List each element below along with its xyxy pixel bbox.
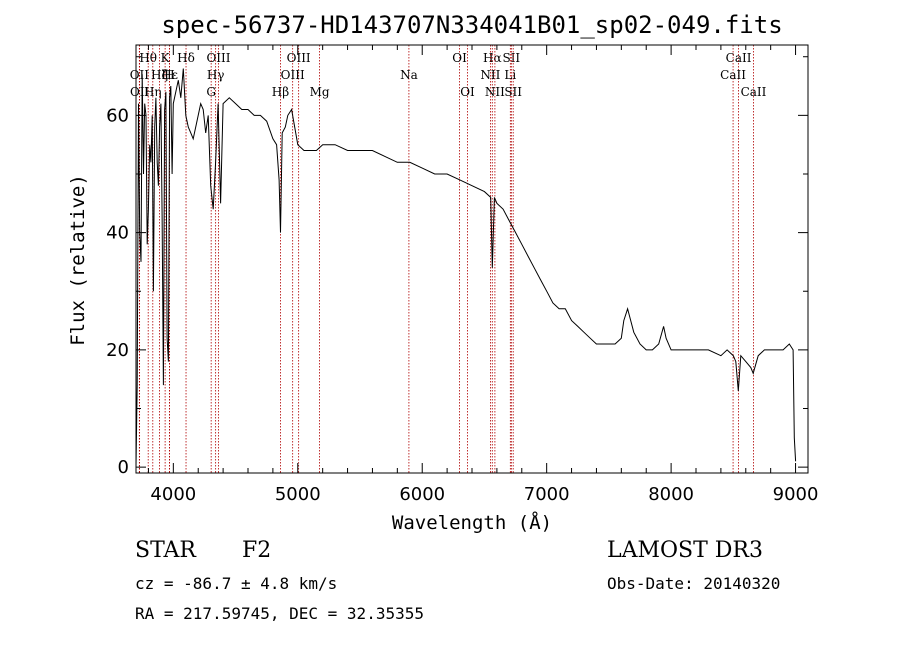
survey-name: LAMOST DR3 <box>607 538 763 563</box>
line-label-2: OII <box>130 85 150 99</box>
line-label-24: SII <box>504 85 522 99</box>
line-label-19: Hα <box>483 51 502 65</box>
line-label-3: K <box>161 51 171 65</box>
plot-frame <box>135 44 809 474</box>
line-label-16: Na <box>400 68 418 82</box>
line-label-23: Li <box>504 68 516 82</box>
line-label-13: OIII <box>287 51 311 65</box>
y-tick-label-0: 0 <box>118 457 129 478</box>
line-label-0: Hθ <box>139 51 157 65</box>
x-tick-label-7000: 7000 <box>524 484 570 505</box>
line-label-8: Hδ <box>177 51 195 65</box>
line-label-12: Hβ <box>272 85 289 99</box>
y-tick-label-60: 60 <box>106 105 129 126</box>
object-class: STAR <box>135 538 196 563</box>
redshift-cz: cz = -86.7 ± 4.8 km/s <box>135 574 338 593</box>
line-label-11: G <box>206 85 216 99</box>
line-label-20: NII <box>480 68 500 82</box>
line-label-14: OIII <box>281 68 305 82</box>
x-axis: 4000 5000 6000 7000 8000 9000 <box>147 45 819 505</box>
x-axis-label: Wavelength (Å) <box>392 511 552 534</box>
object-subclass: F2 <box>242 538 272 563</box>
line-label-18: OI <box>460 85 475 99</box>
line-label-25: CaII <box>726 51 752 65</box>
line-label-15: Mg <box>310 85 330 99</box>
line-label-27: CaII <box>741 85 767 99</box>
spectrum-line <box>135 68 797 468</box>
x-tick-label-9000: 9000 <box>773 484 819 505</box>
chart-title: spec-56737-HD143707N334041B01_sp02-049.f… <box>161 11 782 39</box>
x-tick-label-4000: 4000 <box>150 484 196 505</box>
line-label-5: Hε <box>161 68 178 82</box>
line-label-9: OIII <box>206 51 230 65</box>
sky-coordinates: RA = 217.59745, DEC = 32.35355 <box>135 604 424 623</box>
y-tick-label-20: 20 <box>106 340 129 361</box>
x-tick-label-5000: 5000 <box>275 484 321 505</box>
line-label-26: CaII <box>720 68 746 82</box>
line-label-10: Hγ <box>207 68 225 82</box>
line-label-17: OI <box>452 51 467 65</box>
y-axis-label: Flux (relative) <box>67 174 89 346</box>
observation-date: Obs-Date: 20140320 <box>607 574 781 593</box>
x-tick-label-8000: 8000 <box>648 484 694 505</box>
line-label-21: NII <box>485 85 505 99</box>
x-tick-label-6000: 6000 <box>399 484 445 505</box>
line-label-7: Hζ <box>151 68 168 82</box>
line-label-6: Hη <box>144 85 162 99</box>
y-axis: 0 20 40 60 <box>106 56 808 478</box>
y-tick-label-40: 40 <box>106 223 129 244</box>
line-label-22: SII <box>502 51 520 65</box>
